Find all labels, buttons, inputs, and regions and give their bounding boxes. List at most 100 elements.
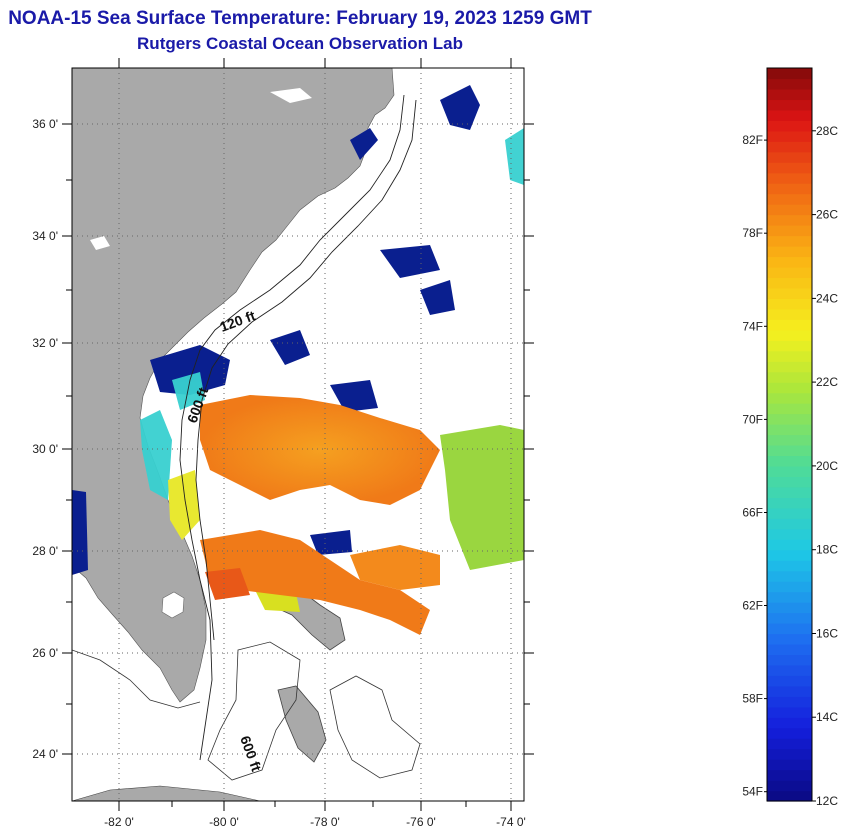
- colorbar-band: [767, 68, 812, 80]
- colorbar-band: [767, 298, 812, 310]
- colorbar-band: [767, 769, 812, 781]
- fahrenheit-label: 78F: [742, 226, 763, 240]
- colorbar-band: [767, 403, 812, 415]
- sst-warm-water: [200, 395, 440, 635]
- colorbar-band: [767, 643, 812, 655]
- colorbar-band: [767, 570, 812, 582]
- longitude-labels: -82 0' -80 0' -78 0' -76 0' -74 0': [104, 815, 526, 829]
- colorbar-band: [767, 497, 812, 509]
- isobath-600ft: [195, 99, 417, 641]
- colorbar-band: [767, 183, 812, 195]
- lake-okeechobee: [161, 591, 185, 619]
- colorbar-band: [767, 717, 812, 729]
- colorbar-band: [767, 287, 812, 299]
- colorbar-band: [767, 434, 812, 446]
- colorbar-band: [767, 560, 812, 572]
- graticule: [72, 68, 524, 801]
- contour-label-600ft-bahamas: 600 ft: [237, 734, 265, 774]
- colorbar-band: [767, 308, 812, 320]
- celsius-label: 26C: [816, 208, 838, 222]
- colorbar-band: [767, 591, 812, 603]
- colorbar-band: [767, 549, 812, 561]
- colorbar-band: [767, 329, 812, 341]
- colorbar-band: [767, 664, 812, 676]
- lat-label: 36 0': [32, 117, 58, 131]
- colorbar-band: [767, 109, 812, 121]
- fahrenheit-label: 66F: [742, 506, 763, 520]
- lon-label: -76 0': [406, 815, 436, 829]
- colorbar-band: [767, 256, 812, 268]
- colorbar-band: [767, 696, 812, 708]
- colorbar-band: [767, 759, 812, 771]
- colorbar-band: [767, 654, 812, 666]
- colorbar-band: [767, 246, 812, 258]
- cuba-coast: [72, 785, 261, 801]
- fahrenheit-label: 54F: [742, 785, 763, 799]
- fahrenheit-label: 62F: [742, 599, 763, 613]
- lat-label: 32 0': [32, 336, 58, 350]
- colorbar-band: [767, 780, 812, 792]
- celsius-label: 28C: [816, 124, 838, 138]
- map-area: [72, 68, 524, 801]
- lat-label: 30 0': [32, 442, 58, 456]
- lon-label: -82 0': [104, 815, 134, 829]
- colorbar-band: [767, 486, 812, 498]
- colorbar-band: [767, 539, 812, 551]
- lat-label: 28 0': [32, 544, 58, 558]
- bahamas-bank-2: [277, 685, 327, 763]
- colorbar-band: [767, 748, 812, 760]
- colorbar-band: [767, 602, 812, 614]
- colorbar-band: [767, 235, 812, 247]
- colorbar-band: [767, 361, 812, 373]
- celsius-label: 22C: [816, 375, 838, 389]
- sound-1: [270, 88, 312, 103]
- colorbar-band: [767, 162, 812, 174]
- colorbar-band: [767, 340, 812, 352]
- colorbar-band: [767, 622, 812, 635]
- colorbar-band: [767, 350, 812, 362]
- lon-label: -80 0': [209, 815, 239, 829]
- isobath-120ft: [179, 94, 405, 761]
- colorbar-band: [767, 319, 812, 331]
- bahamas-bank-4: [329, 675, 421, 779]
- colorbar-band: [767, 738, 812, 750]
- fahrenheit-label: 58F: [742, 692, 763, 706]
- colorbar-band: [767, 413, 812, 425]
- sst-cool-water: [140, 128, 524, 500]
- colorbar-band: [767, 277, 812, 289]
- sst-mild-water: [168, 425, 524, 612]
- colorbar-band: [767, 465, 812, 477]
- contour-label-120ft: 120 ft: [218, 307, 258, 335]
- colorbar: 82F 78F 74F 70F 66F 62F 58F 54F 28C 26C 24C 22C 20C…: [742, 67, 838, 808]
- colorbar-band: [767, 528, 812, 540]
- colorbar-band: [767, 507, 812, 519]
- celsius-label: 18C: [816, 543, 838, 557]
- lon-label: -78 0': [310, 815, 340, 829]
- isobaths: [179, 94, 417, 761]
- map-frame: [71, 67, 525, 802]
- colorbar-band: [767, 706, 812, 718]
- colorbar-band: [767, 204, 812, 216]
- colorbar-band: [767, 99, 812, 111]
- sst-map[interactable]: 36 0' 34 0' 32 0' 30 0' 28 0' 26 0' 24 0…: [0, 0, 700, 832]
- colorbar-band: [767, 371, 812, 383]
- colorbar-band: [767, 518, 812, 530]
- colorbar-band: [767, 130, 812, 142]
- colorbar-band: [767, 727, 812, 739]
- sound-2: [90, 236, 110, 250]
- celsius-label: 12C: [816, 794, 838, 808]
- lat-label: 26 0': [32, 646, 58, 660]
- fahrenheit-label: 74F: [742, 319, 763, 333]
- colorbar-band: [767, 88, 812, 101]
- colorbar-band: [767, 78, 812, 90]
- celsius-scale: 28C 26C 24C 22C 20C 18C 16C 14C 12C: [812, 124, 838, 808]
- colorbar-band: [767, 214, 812, 226]
- colorbar-band: [767, 266, 812, 279]
- colorbar-frame: [766, 67, 813, 802]
- colorbar-band: [767, 790, 812, 802]
- colorbar-band: [767, 225, 812, 237]
- colorbar-band: [767, 612, 812, 624]
- colorbar-band: [767, 581, 812, 593]
- colorbar-band: [767, 444, 812, 457]
- colorbar-band: [767, 633, 812, 645]
